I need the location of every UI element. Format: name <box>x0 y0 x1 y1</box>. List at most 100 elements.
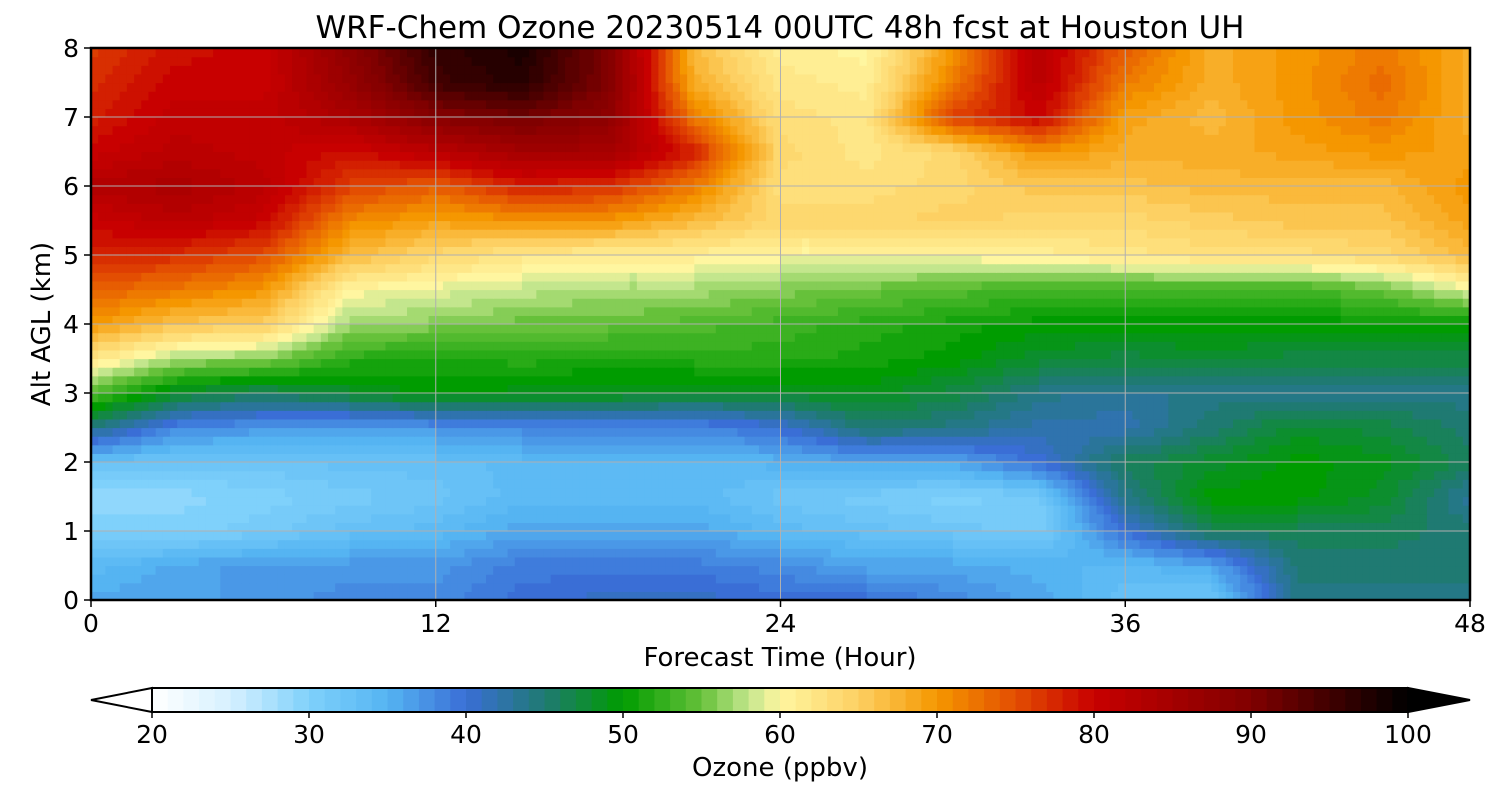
heatmap-cell <box>988 548 997 558</box>
heatmap-cell <box>1268 462 1277 472</box>
heatmap-cell <box>816 556 825 567</box>
heatmap-cell <box>1125 393 1134 403</box>
heatmap-cell <box>536 591 545 601</box>
heatmap-cell <box>1039 574 1047 584</box>
heatmap-cell <box>694 444 703 454</box>
heatmap-cell <box>1276 410 1284 420</box>
heatmap-cell <box>385 556 394 567</box>
heatmap-cell <box>342 444 351 454</box>
heatmap-cell <box>1139 470 1148 480</box>
heatmap-cell <box>1103 522 1112 532</box>
heatmap-cell <box>435 531 444 541</box>
heatmap-cell <box>751 462 760 472</box>
heatmap-cell <box>457 410 466 420</box>
heatmap-cell <box>256 479 264 489</box>
heatmap-cell <box>1132 591 1141 601</box>
heatmap-cell <box>349 574 358 584</box>
heatmap-cell <box>1089 418 1098 429</box>
heatmap-cell <box>1003 470 1011 480</box>
heatmap-cell <box>830 436 839 446</box>
heatmap-cell <box>313 505 322 515</box>
heatmap-cell <box>1031 556 1040 567</box>
heatmap-cell <box>888 410 897 420</box>
heatmap-cell <box>141 453 150 463</box>
heatmap-cell <box>1118 436 1126 446</box>
heatmap-cell <box>837 384 846 394</box>
heatmap-cell <box>1304 453 1313 463</box>
heatmap-cell <box>1311 436 1320 446</box>
heatmap-cell <box>1010 522 1019 532</box>
heatmap-cell <box>141 539 150 549</box>
heatmap-cell <box>636 531 645 541</box>
heatmap-cell <box>1283 531 1292 541</box>
heatmap-cell <box>715 436 724 446</box>
heatmap-cell <box>888 539 897 549</box>
heatmap-cell <box>1376 539 1385 549</box>
heatmap-cell <box>651 505 660 515</box>
heatmap-cell <box>615 470 624 480</box>
heatmap-cell <box>1211 487 1220 498</box>
heatmap-cell <box>1390 565 1399 575</box>
heatmap-cell <box>328 582 336 592</box>
heatmap-cell <box>723 539 731 549</box>
heatmap-cell <box>1247 462 1256 472</box>
heatmap-cell <box>787 591 796 601</box>
heatmap-cell <box>162 453 171 463</box>
heatmap-cell <box>873 453 882 463</box>
heatmap-cell <box>486 410 494 420</box>
heatmap-cell <box>435 470 444 480</box>
heatmap-cell <box>1283 565 1292 575</box>
heatmap-cell <box>1283 453 1292 463</box>
heatmap-cell <box>995 375 1004 385</box>
heatmap-cell <box>723 418 731 429</box>
heatmap-cell <box>672 496 681 506</box>
heatmap-cell <box>1204 375 1213 385</box>
heatmap-cell <box>284 427 293 437</box>
heatmap-cell <box>1118 505 1126 515</box>
heatmap-cell <box>1247 591 1256 601</box>
heatmap-cell <box>507 375 516 385</box>
heatmap-cell <box>1153 479 1162 489</box>
heatmap-cell <box>909 565 918 575</box>
heatmap-cell <box>1426 513 1435 523</box>
heatmap-cell <box>356 462 365 472</box>
heatmap-cell <box>888 556 897 567</box>
heatmap-cell <box>1311 401 1320 411</box>
heatmap-cell <box>694 574 703 584</box>
heatmap-cell <box>514 496 523 506</box>
heatmap-cell <box>1103 453 1112 463</box>
heatmap-cell <box>292 444 300 454</box>
heatmap-cell <box>349 453 358 463</box>
heatmap-cell <box>730 505 739 515</box>
heatmap-cell <box>938 565 947 575</box>
heatmap-cell <box>277 375 286 385</box>
heatmap-cell <box>1254 410 1263 420</box>
heatmap-cell <box>1110 556 1119 567</box>
heatmap-cell <box>1405 436 1414 446</box>
heatmap-cell <box>600 462 609 472</box>
heatmap-cell <box>119 591 128 601</box>
heatmap-cell <box>787 470 796 480</box>
heatmap-cell <box>421 444 430 454</box>
heatmap-cell <box>249 479 257 489</box>
heatmap-cell <box>787 375 796 385</box>
heatmap-cell <box>1362 582 1371 592</box>
heatmap-cell <box>335 436 343 446</box>
heatmap-cell <box>1074 505 1083 515</box>
heatmap-cell <box>1355 410 1363 420</box>
heatmap-cell <box>766 470 774 480</box>
heatmap-cell <box>284 384 293 394</box>
heatmap-cell <box>91 565 99 575</box>
heatmap-cell <box>1247 531 1256 541</box>
heatmap-cell <box>823 444 832 454</box>
heatmap-cell <box>809 556 818 567</box>
heatmap-cell <box>938 436 947 446</box>
heatmap-cell <box>572 410 580 420</box>
heatmap-cell <box>435 427 444 437</box>
heatmap-cell <box>1175 384 1184 394</box>
heatmap-cell <box>1426 556 1435 567</box>
heatmap-cell <box>256 453 264 463</box>
heatmap-cell <box>715 505 724 515</box>
heatmap-cell <box>1175 565 1184 575</box>
heatmap-cell <box>952 522 961 532</box>
